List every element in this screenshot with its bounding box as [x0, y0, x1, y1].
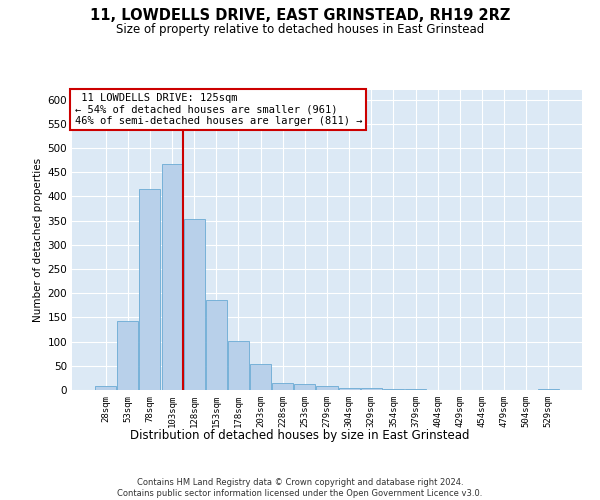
Bar — [295, 384, 316, 390]
Bar — [184, 219, 205, 390]
Bar — [250, 364, 271, 390]
Text: Size of property relative to detached houses in East Grinstead: Size of property relative to detached ho… — [116, 22, 484, 36]
Bar — [139, 189, 160, 390]
Bar — [383, 388, 404, 390]
Bar — [161, 164, 182, 390]
Text: Distribution of detached houses by size in East Grinstead: Distribution of detached houses by size … — [130, 428, 470, 442]
Bar — [118, 322, 139, 390]
Bar — [95, 386, 116, 390]
Text: Contains HM Land Registry data © Crown copyright and database right 2024.
Contai: Contains HM Land Registry data © Crown c… — [118, 478, 482, 498]
Bar — [228, 340, 249, 390]
Bar — [338, 388, 359, 390]
Bar — [206, 300, 227, 390]
Bar — [538, 388, 559, 390]
Text: 11, LOWDELLS DRIVE, EAST GRINSTEAD, RH19 2RZ: 11, LOWDELLS DRIVE, EAST GRINSTEAD, RH19… — [90, 8, 510, 22]
Bar — [405, 389, 426, 390]
Bar — [316, 386, 338, 390]
Y-axis label: Number of detached properties: Number of detached properties — [33, 158, 43, 322]
Bar — [361, 388, 382, 390]
Text: 11 LOWDELLS DRIVE: 125sqm
← 54% of detached houses are smaller (961)
46% of semi: 11 LOWDELLS DRIVE: 125sqm ← 54% of detac… — [74, 93, 362, 126]
Bar — [272, 382, 293, 390]
